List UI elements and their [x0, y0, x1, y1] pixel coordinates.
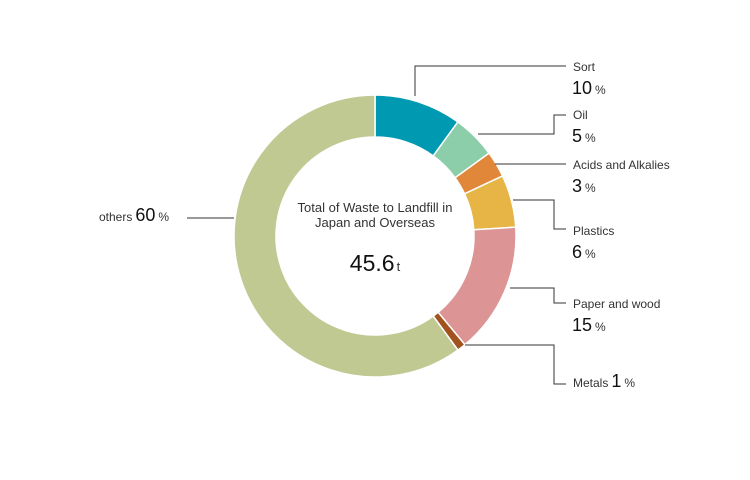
acids-unit: %	[585, 181, 596, 195]
slice-others	[233, 94, 459, 378]
paper-value: 15	[572, 315, 593, 335]
metals-value: 1	[611, 371, 622, 391]
leader-line-oil	[478, 114, 566, 135]
label-acids-pct: 3%	[572, 176, 596, 198]
metals-unit: %	[624, 376, 636, 390]
others-unit: %	[158, 210, 170, 224]
others-name: others	[99, 210, 133, 224]
label-sort-name: Sort	[573, 60, 596, 74]
sort-value: 10	[572, 78, 593, 98]
sort-unit: %	[595, 83, 606, 97]
oil-unit: %	[585, 131, 596, 145]
leader-line-metals	[465, 344, 566, 385]
label-acids-name: Acids and Alkalies	[573, 158, 670, 172]
total-value: 45.6	[349, 250, 395, 276]
label-plastics-name: Plastics	[573, 224, 615, 238]
oil-value: 5	[572, 126, 583, 146]
leader-line-paper	[510, 287, 566, 304]
donut-slices	[233, 94, 517, 378]
center-title: Total of Waste to Landfill in Japan and …	[297, 200, 453, 230]
label-plastics-pct: 6%	[572, 242, 596, 264]
plastics-unit: %	[585, 247, 596, 261]
label-paper-name: Paper and wood	[573, 297, 661, 311]
label-oil-pct: 5%	[572, 126, 596, 148]
others-value: 60	[135, 205, 156, 225]
label-metals: Metals 1%	[573, 371, 636, 391]
total-unit: t	[396, 259, 401, 274]
paper-unit: %	[595, 320, 606, 334]
metals-name: Metals	[573, 376, 609, 390]
acids-value: 3	[572, 176, 583, 196]
plastics-value: 6	[572, 242, 583, 262]
center-total: 45.6 t	[295, 250, 455, 277]
label-oil-name: Oil	[573, 108, 588, 122]
leader-lines	[187, 65, 566, 385]
leader-line-sort	[414, 65, 566, 96]
label-others: others 60%	[99, 205, 170, 225]
leader-line-plastics	[513, 199, 566, 230]
label-paper-pct: 15%	[572, 315, 606, 337]
label-sort-pct: 10%	[572, 78, 606, 100]
